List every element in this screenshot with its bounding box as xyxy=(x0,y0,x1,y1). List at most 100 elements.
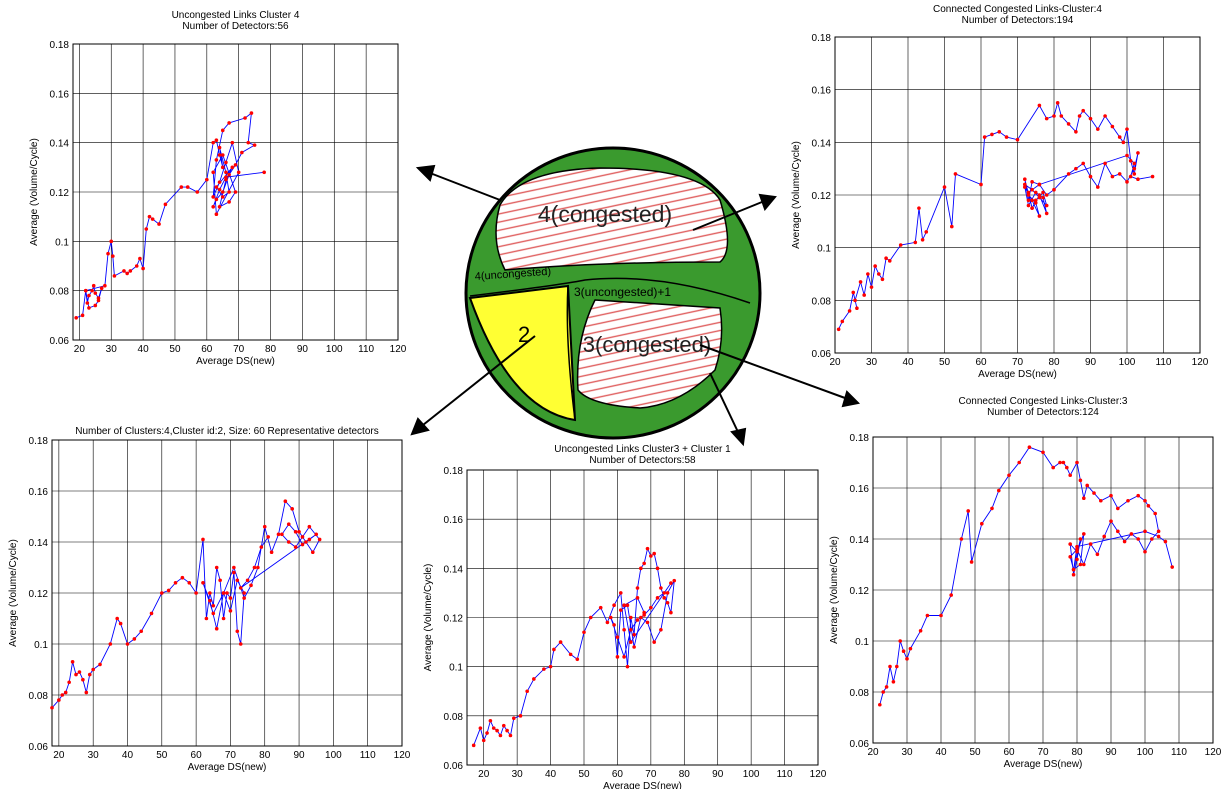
chart-subtitle: Number of Detectors:194 xyxy=(962,15,1074,26)
data-point xyxy=(90,288,94,293)
data-point xyxy=(1136,493,1140,498)
data-point xyxy=(622,603,626,608)
data-point xyxy=(230,165,235,170)
data-point xyxy=(939,613,943,618)
x-tick-label: 120 xyxy=(390,344,407,355)
data-point xyxy=(160,591,164,595)
data-point xyxy=(629,640,633,644)
y-tick-label: 0.12 xyxy=(850,586,870,597)
data-point xyxy=(205,177,209,182)
data-point xyxy=(214,565,219,570)
data-point xyxy=(1125,180,1129,184)
x-tick-label: 110 xyxy=(360,750,376,761)
data-point xyxy=(157,222,161,226)
data-point xyxy=(901,649,906,653)
data-point xyxy=(310,550,315,554)
x-tick-label: 20 xyxy=(867,747,879,758)
y-tick-label: 0.06 xyxy=(29,742,49,753)
x-tick-label: 70 xyxy=(1012,357,1024,368)
y-tick-label: 0.18 xyxy=(50,40,70,51)
data-point xyxy=(632,632,636,637)
data-point xyxy=(608,615,613,620)
data-point xyxy=(1071,567,1076,572)
data-point xyxy=(953,172,958,176)
map-label-3-congested: 3(congested) xyxy=(583,332,711,357)
data-point xyxy=(642,561,646,566)
data-point xyxy=(1033,190,1038,195)
data-point xyxy=(225,591,229,595)
data-point xyxy=(659,586,663,590)
data-point xyxy=(982,135,987,139)
data-point xyxy=(881,690,885,694)
data-point xyxy=(548,664,553,669)
chart-1: 20 30 40 50 60 70 80 90 100 110 120 0.06 0.08 0.1 0.12… xyxy=(29,10,407,367)
data-point xyxy=(217,187,222,192)
data-point xyxy=(224,160,228,165)
data-point xyxy=(588,615,593,620)
data-point xyxy=(652,640,656,644)
data-point xyxy=(125,642,130,646)
y-tick-label: 0.08 xyxy=(812,296,832,307)
data-point xyxy=(662,596,667,600)
data-point xyxy=(1121,140,1126,145)
data-point xyxy=(87,672,92,677)
data-point xyxy=(208,591,212,595)
data-point xyxy=(300,535,305,539)
data-point xyxy=(228,609,233,613)
data-point xyxy=(1153,511,1157,516)
data-point xyxy=(214,185,219,189)
data-point xyxy=(1096,127,1100,131)
data-point xyxy=(847,309,852,313)
data-point xyxy=(1026,193,1031,197)
x-tick-label: 20 xyxy=(829,357,841,368)
data-point xyxy=(884,256,888,261)
data-point xyxy=(840,319,845,324)
data-point xyxy=(1058,460,1062,465)
data-point xyxy=(211,603,216,608)
x-axis-label: Average DS(new) xyxy=(978,369,1057,380)
data-point xyxy=(173,581,178,585)
data-point xyxy=(180,575,185,580)
data-point xyxy=(221,591,226,595)
y-tick-label: 0.08 xyxy=(850,688,870,699)
data-point xyxy=(512,716,516,721)
arrowhead-5 xyxy=(730,427,747,447)
data-point xyxy=(256,565,260,570)
data-point xyxy=(1163,539,1168,544)
data-point xyxy=(93,303,98,308)
y-tick-label: 0.08 xyxy=(29,691,49,702)
data-point xyxy=(1030,187,1034,192)
data-point xyxy=(635,596,640,600)
data-point xyxy=(913,240,918,245)
data-point xyxy=(1007,473,1011,478)
x-tick-label: 90 xyxy=(1105,747,1117,758)
data-point xyxy=(195,190,200,194)
data-point xyxy=(672,578,677,583)
data-point xyxy=(632,645,636,649)
x-tick-label: 50 xyxy=(156,750,168,761)
data-point xyxy=(220,153,225,157)
data-point xyxy=(1126,498,1130,503)
data-point xyxy=(1074,166,1078,171)
data-point xyxy=(1023,177,1027,181)
data-point xyxy=(317,537,322,542)
data-point xyxy=(240,150,244,155)
data-point xyxy=(1037,195,1042,200)
data-point xyxy=(1082,532,1086,536)
map-label-4-congested: 4(congested) xyxy=(538,201,672,227)
data-point xyxy=(908,646,913,651)
data-point xyxy=(481,738,486,743)
data-point xyxy=(1109,493,1113,498)
arrow-to-chart-5 xyxy=(709,372,739,433)
data-point xyxy=(1143,498,1147,503)
y-tick-label: 0.12 xyxy=(29,589,49,600)
data-point xyxy=(997,130,1002,134)
data-point xyxy=(201,537,205,542)
data-point xyxy=(118,621,123,626)
data-point xyxy=(1122,539,1127,544)
data-point xyxy=(655,596,660,600)
data-point xyxy=(224,170,228,175)
data-point xyxy=(81,677,85,682)
map-label-2: 2 xyxy=(518,322,530,347)
data-point xyxy=(949,593,953,597)
